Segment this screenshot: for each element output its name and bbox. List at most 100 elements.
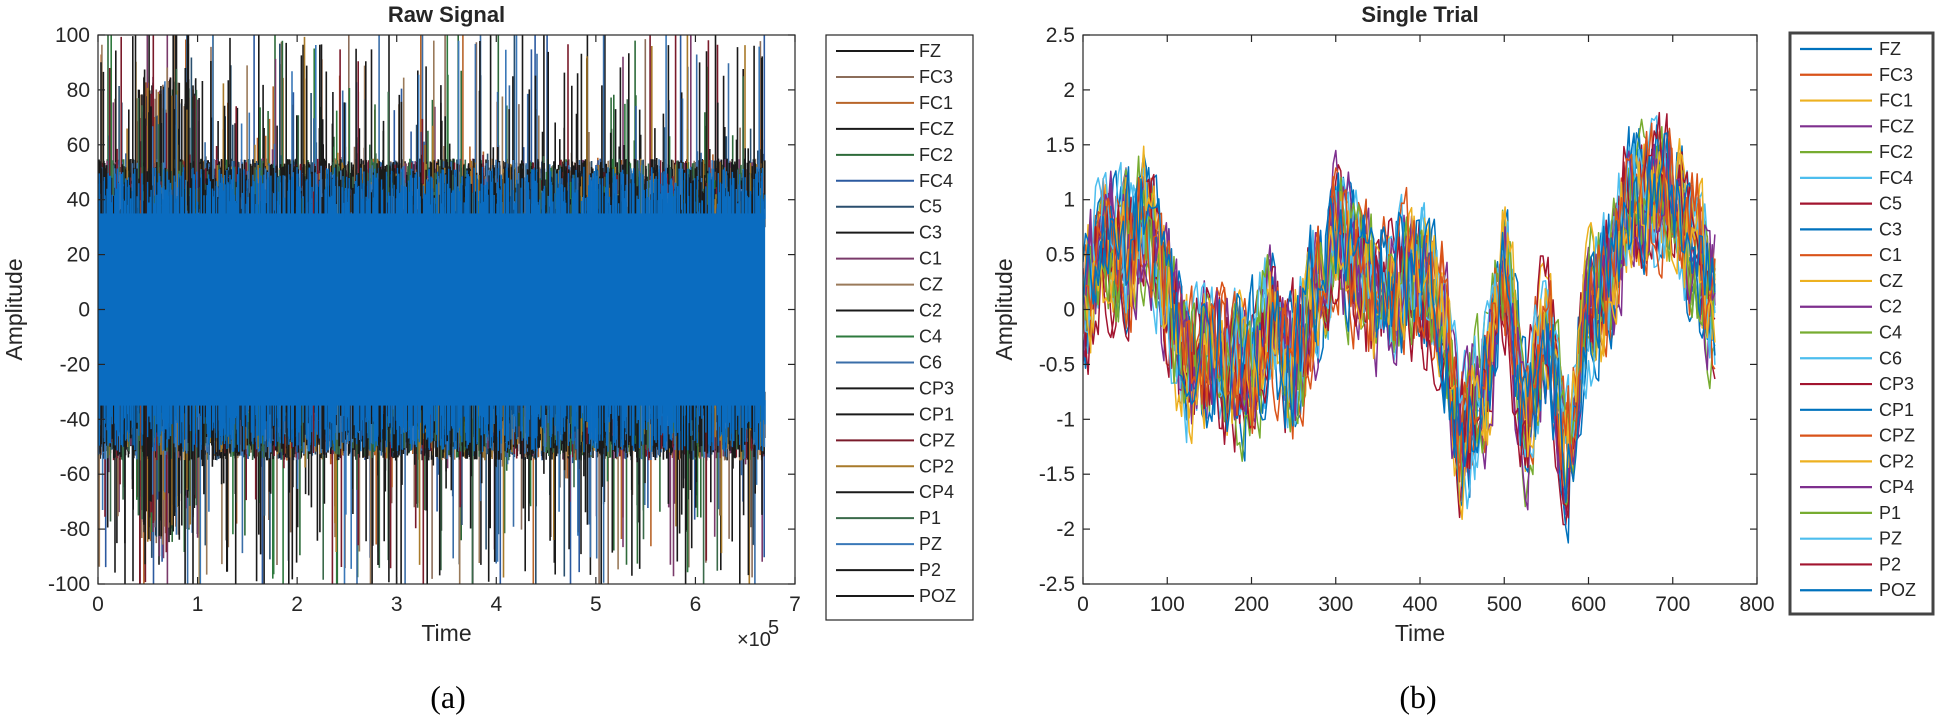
x-tick-label: 1: [192, 593, 204, 616]
panel-a-caption: (a): [430, 679, 466, 715]
legend-label-p1: P1: [1879, 503, 1901, 523]
signal-band-edges: [98, 166, 766, 453]
legend-label-cz: CZ: [919, 275, 943, 295]
y-tick-label: -20: [60, 353, 90, 376]
y-tick-label: -1: [1056, 408, 1075, 431]
panel-a-y-axis-label: Amplitude: [1, 258, 27, 360]
y-tick-label: -0.5: [1039, 353, 1075, 376]
y-tick-label: 20: [67, 244, 90, 267]
y-tick-label: 1.5: [1046, 134, 1075, 157]
x-tick-label: 200: [1234, 593, 1269, 616]
x-tick-label: 800: [1739, 593, 1774, 616]
legend-label-fz: FZ: [1879, 39, 1901, 59]
x-tick-label: 2: [291, 593, 303, 616]
panel-a-chart: 0 1 2 3 4 5 6 7 -100 -80 -60 -40 -20 0 20 40 60 80 100 Raw …: [1, 2, 974, 715]
legend-label-p1: P1: [919, 508, 941, 528]
y-tick-label: -60: [60, 463, 90, 486]
legend-label-fc1: FC1: [919, 93, 953, 113]
y-tick-label: 0: [1063, 299, 1075, 322]
legend-label-c4: C4: [1879, 323, 1902, 343]
series-fz-line: [1083, 132, 1716, 504]
panel-b-plot-area: [1083, 111, 1716, 544]
legend-label-fcz: FCZ: [919, 119, 954, 139]
legend-label-p2: P2: [1879, 554, 1901, 574]
x-tick-label: 300: [1318, 593, 1353, 616]
y-tick-label: -1.5: [1039, 463, 1075, 486]
panel-b-title: Single Trial: [1361, 2, 1478, 27]
legend-label-fc3: FC3: [1879, 65, 1913, 85]
legend-label-pz: PZ: [1879, 529, 1902, 549]
legend-label-poz: POZ: [919, 586, 956, 606]
y-tick-label: -80: [60, 518, 90, 541]
legend-label-c6: C6: [919, 352, 942, 372]
legend-label-c4: C4: [919, 327, 942, 347]
panel-a-x-axis-label: Time: [421, 620, 471, 646]
x-tick-label: 4: [490, 593, 502, 616]
x-tick-label: 0: [1077, 593, 1089, 616]
legend-label-cpz: CPZ: [919, 430, 955, 450]
y-tick-label: 40: [67, 189, 90, 212]
legend-label-c3: C3: [919, 223, 942, 243]
x-tick-label: 0: [92, 593, 104, 616]
legend-label-cp1: CP1: [919, 404, 954, 424]
panel-b-caption: (b): [1399, 679, 1436, 715]
legend-label-cp2: CP2: [1879, 451, 1914, 471]
legend-label-cp3: CP3: [919, 378, 954, 398]
legend-label-fc2: FC2: [919, 145, 953, 165]
legend-label-c1: C1: [919, 249, 942, 269]
legend-label-p2: P2: [919, 560, 941, 580]
legend-label-c6: C6: [1879, 348, 1902, 368]
panel-a-legend-box: [825, 34, 974, 621]
panel-b-chart: 0 100 200 300 400 500 600 700 800 -2.5 -2 -1.5 -1 -0.…: [991, 2, 1935, 715]
x-tick-label: 6: [690, 593, 702, 616]
y-tick-label: 100: [55, 24, 90, 47]
legend-label-fcz: FCZ: [1879, 116, 1914, 136]
x-tick-label: 3: [391, 593, 403, 616]
y-tick-label: 0.5: [1046, 244, 1075, 267]
legend-label-cp1: CP1: [1879, 400, 1914, 420]
panel-b-y-axis-label: Amplitude: [991, 258, 1017, 360]
legend-label-fz: FZ: [919, 41, 941, 61]
legend-label-fc1: FC1: [1879, 91, 1913, 111]
legend-label-cz: CZ: [1879, 271, 1903, 291]
legend-label-fc3: FC3: [919, 67, 953, 87]
legend-label-cp3: CP3: [1879, 374, 1914, 394]
x-tick-label: 600: [1571, 593, 1606, 616]
legend-label-fc2: FC2: [1879, 142, 1913, 162]
legend-label-cpz: CPZ: [1879, 426, 1915, 446]
y-tick-label: -2.5: [1039, 573, 1075, 596]
y-tick-label: -100: [48, 573, 90, 596]
legend-label-poz: POZ: [1879, 580, 1916, 600]
panel-a-title: Raw Signal: [388, 2, 505, 27]
x-tick-label: 500: [1487, 593, 1522, 616]
legend-label-c2: C2: [1879, 297, 1902, 317]
signal-dense-band: [98, 213, 766, 406]
y-tick-label: 60: [67, 134, 90, 157]
y-tick-label: 1: [1063, 189, 1075, 212]
y-tick-label: 0: [78, 299, 90, 322]
x-tick-label: 7: [789, 593, 801, 616]
x-scale-exponent: 5: [768, 617, 779, 639]
legend-label-cp2: CP2: [919, 456, 954, 476]
y-tick-label: -40: [60, 408, 90, 431]
x-tick-label: 100: [1150, 593, 1185, 616]
legend-label-c2: C2: [919, 301, 942, 321]
legend-label-fc4: FC4: [919, 171, 953, 191]
series-fc1-line: [1083, 145, 1716, 521]
x-tick-label: 5: [590, 593, 602, 616]
legend-label-cp4: CP4: [1879, 477, 1914, 497]
legend-label-c3: C3: [1879, 219, 1902, 239]
x-tick-label: 400: [1402, 593, 1437, 616]
legend-label-c1: C1: [1879, 245, 1902, 265]
legend-label-c5: C5: [919, 197, 942, 217]
legend-label-pz: PZ: [919, 534, 942, 554]
panel-b-x-axis-label: Time: [1395, 620, 1445, 646]
x-tick-label: 700: [1655, 593, 1690, 616]
y-tick-label: -2: [1056, 518, 1075, 541]
legend-label-fc4: FC4: [1879, 168, 1913, 188]
legend-label-c5: C5: [1879, 194, 1902, 214]
x-scale-multiplier: ×10: [737, 629, 771, 651]
y-tick-label: 2.5: [1046, 24, 1075, 47]
y-tick-label: 2: [1063, 79, 1075, 102]
